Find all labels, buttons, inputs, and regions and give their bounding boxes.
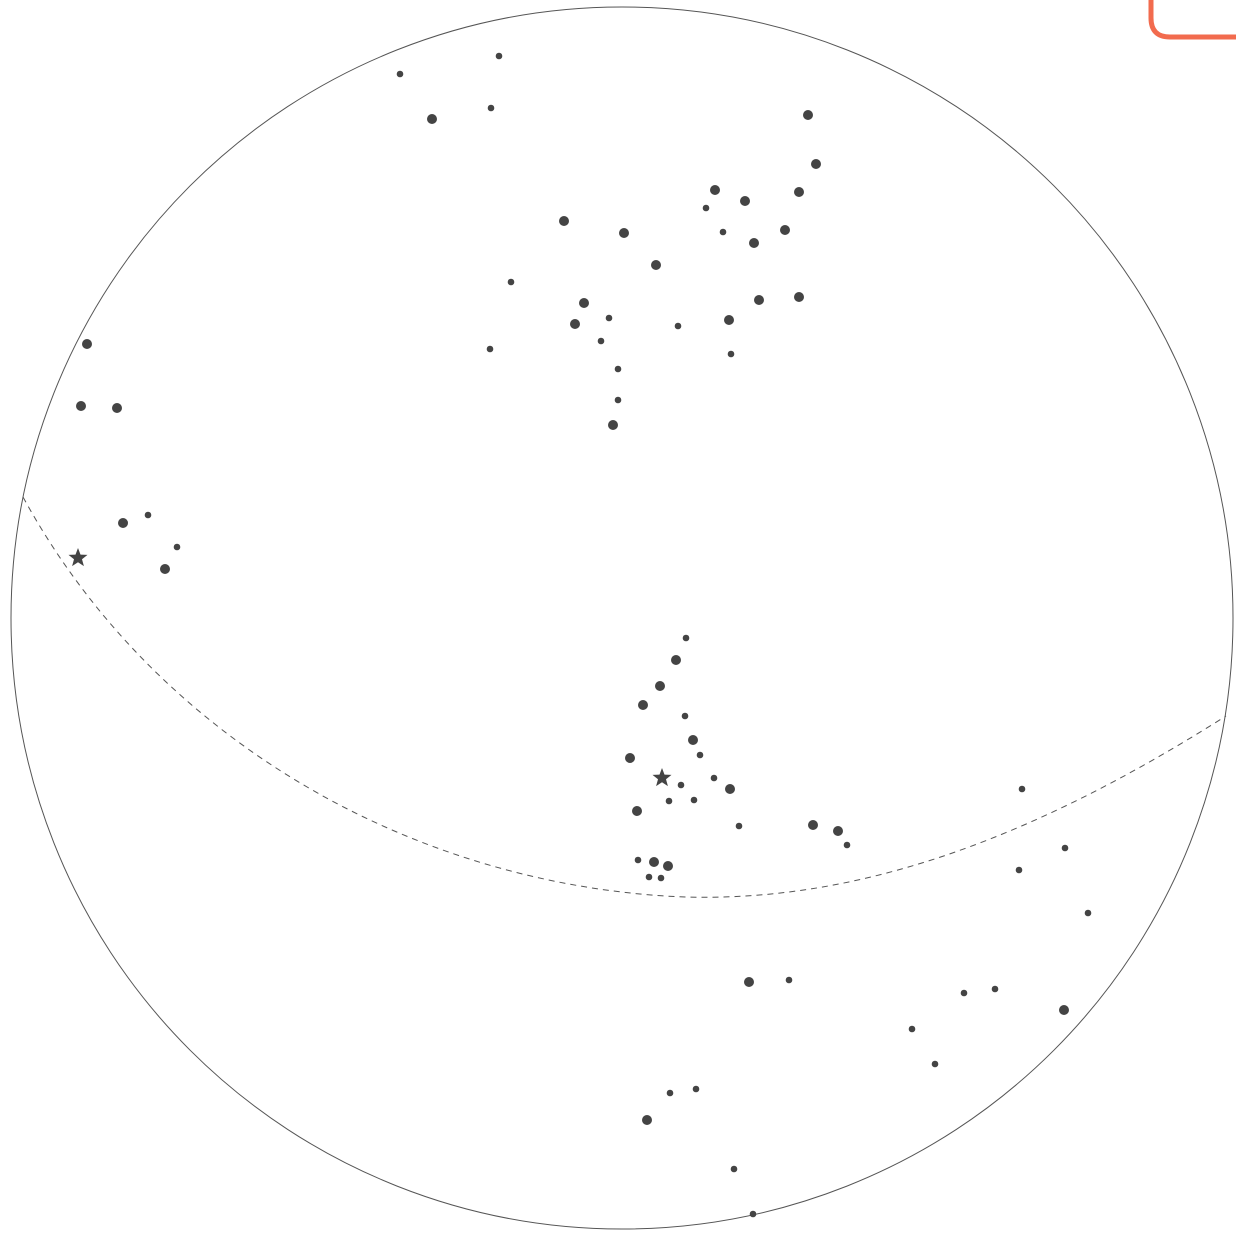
- faint-star[interactable]: [735, 822, 743, 830]
- faint-star[interactable]: [696, 751, 704, 759]
- faint-star[interactable]: [1018, 785, 1026, 793]
- bright-star[interactable]: [632, 806, 642, 816]
- faint-star[interactable]: [144, 511, 152, 519]
- bright-star[interactable]: [833, 826, 843, 836]
- corner-marker[interactable]: [1148, 0, 1236, 40]
- faint-star[interactable]: [719, 228, 727, 236]
- bright-star[interactable]: [638, 700, 648, 710]
- faint-star[interactable]: [690, 796, 698, 804]
- faint-star[interactable]: [681, 712, 689, 720]
- bright-star[interactable]: [76, 401, 86, 411]
- bright-star[interactable]: [811, 159, 821, 169]
- faint-star[interactable]: [908, 1025, 916, 1033]
- faint-star[interactable]: [657, 874, 665, 882]
- faint-star[interactable]: [710, 774, 718, 782]
- faint-star[interactable]: [727, 350, 735, 358]
- bright-star[interactable]: [112, 403, 122, 413]
- bright-star[interactable]: [744, 977, 754, 987]
- faint-star[interactable]: [702, 204, 710, 212]
- bright-star[interactable]: [754, 295, 764, 305]
- faint-star[interactable]: [486, 345, 494, 353]
- bright-star[interactable]: [579, 298, 589, 308]
- bright-star[interactable]: [663, 861, 673, 871]
- faint-star[interactable]: [1084, 909, 1092, 917]
- bright-star[interactable]: [160, 564, 170, 574]
- faint-star[interactable]: [666, 1089, 674, 1097]
- bright-star[interactable]: [724, 315, 734, 325]
- bright-star[interactable]: [427, 114, 437, 124]
- faint-star[interactable]: [597, 337, 605, 345]
- ecliptic-line: [22, 496, 1227, 898]
- bright-star[interactable]: [808, 820, 818, 830]
- faint-star[interactable]: [173, 543, 181, 551]
- bright-star[interactable]: [118, 518, 128, 528]
- bright-star[interactable]: [780, 225, 790, 235]
- bright-star[interactable]: [619, 228, 629, 238]
- horizon-circle: [10, 6, 1234, 1230]
- faint-star[interactable]: [730, 1165, 738, 1173]
- bright-star[interactable]: [710, 185, 720, 195]
- bright-star[interactable]: [570, 319, 580, 329]
- faint-star[interactable]: [495, 52, 503, 60]
- bright-star[interactable]: [803, 110, 813, 120]
- bright-star[interactable]: [688, 735, 698, 745]
- bright-star[interactable]: [642, 1115, 652, 1125]
- planet-marker-icon[interactable]: [68, 548, 88, 567]
- faint-star[interactable]: [843, 841, 851, 849]
- faint-star[interactable]: [991, 985, 999, 993]
- bright-star[interactable]: [794, 187, 804, 197]
- bright-star[interactable]: [655, 681, 665, 691]
- bright-star[interactable]: [671, 655, 681, 665]
- faint-star[interactable]: [677, 781, 685, 789]
- bright-star[interactable]: [749, 238, 759, 248]
- faint-star[interactable]: [605, 314, 613, 322]
- celestial-objects: [68, 52, 1092, 1218]
- bright-star[interactable]: [82, 339, 92, 349]
- bright-star[interactable]: [651, 260, 661, 270]
- faint-star[interactable]: [665, 797, 673, 805]
- bright-star[interactable]: [625, 753, 635, 763]
- faint-star[interactable]: [614, 365, 622, 373]
- faint-star[interactable]: [931, 1060, 939, 1068]
- faint-star[interactable]: [960, 989, 968, 997]
- bright-star[interactable]: [559, 216, 569, 226]
- planet-marker-icon[interactable]: [652, 768, 672, 787]
- faint-star[interactable]: [1061, 844, 1069, 852]
- faint-star[interactable]: [785, 976, 793, 984]
- faint-star[interactable]: [634, 856, 642, 864]
- faint-star[interactable]: [682, 634, 690, 642]
- faint-star[interactable]: [614, 396, 622, 404]
- faint-star[interactable]: [1015, 866, 1023, 874]
- bright-star[interactable]: [725, 784, 735, 794]
- bright-star[interactable]: [608, 420, 618, 430]
- bright-star[interactable]: [649, 857, 659, 867]
- faint-star[interactable]: [645, 873, 653, 881]
- faint-star[interactable]: [674, 322, 682, 330]
- faint-star[interactable]: [487, 104, 495, 112]
- faint-star[interactable]: [749, 1210, 757, 1218]
- bright-star[interactable]: [1059, 1005, 1069, 1015]
- faint-star[interactable]: [396, 70, 404, 78]
- faint-star[interactable]: [692, 1085, 700, 1093]
- bright-star[interactable]: [740, 196, 750, 206]
- bright-star[interactable]: [794, 292, 804, 302]
- faint-star[interactable]: [507, 278, 515, 286]
